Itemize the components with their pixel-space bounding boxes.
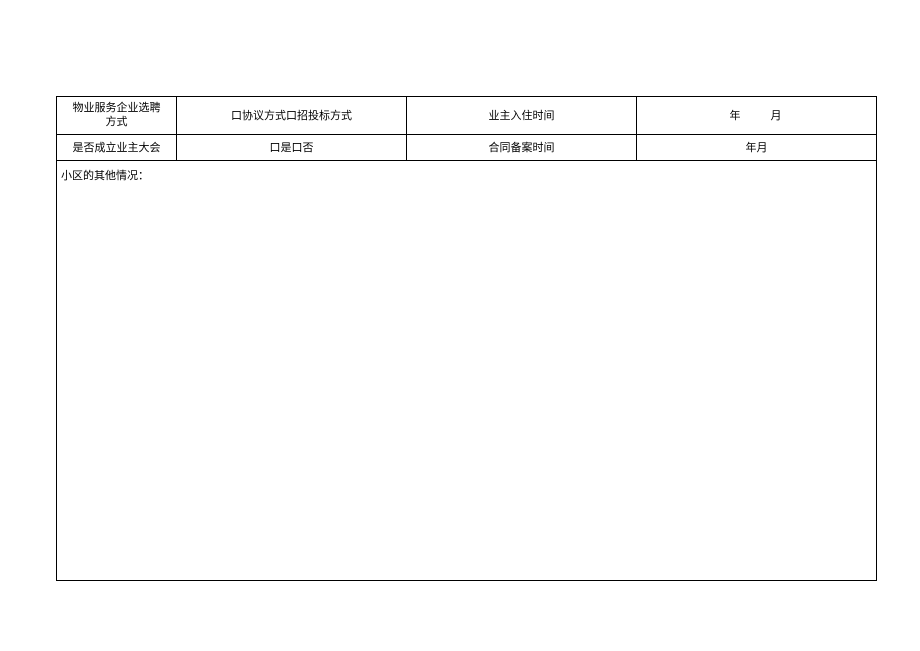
other-info-label: 小区的其他情况： — [61, 170, 149, 182]
owners-meeting-value: 口是口否 — [270, 142, 314, 154]
label-line: 物业服务企业选聘 — [59, 101, 174, 115]
owner-movein-label-cell: 业主入住时间 — [407, 97, 637, 135]
owners-meeting-label-cell: 是否成立业主大会 — [57, 134, 177, 160]
year-char: 年 — [730, 110, 743, 122]
selection-method-label: 物业服务企业选聘 方式 — [59, 101, 174, 130]
table-row: 小区的其他情况： — [57, 160, 877, 580]
selection-method-label-cell: 物业服务企业选聘 方式 — [57, 97, 177, 135]
owners-meeting-value-cell: 口是口否 — [177, 134, 407, 160]
owner-movein-label: 业主入住时间 — [489, 110, 555, 122]
month-char: 月 — [771, 110, 784, 122]
contract-filing-label-cell: 合同备案时间 — [407, 134, 637, 160]
form-table-container: 物业服务企业选聘 方式 口协议方式口招投标方式 业主入住时间 年月 是否成立业主… — [56, 96, 876, 581]
table-row: 物业服务企业选聘 方式 口协议方式口招投标方式 业主入住时间 年月 — [57, 97, 877, 135]
contract-filing-value-cell: 年月 — [637, 134, 877, 160]
contract-filing-label: 合同备案时间 — [489, 142, 555, 154]
other-info-cell: 小区的其他情况： — [57, 160, 877, 580]
selection-method-value: 口协议方式口招投标方式 — [231, 110, 352, 122]
property-form-table: 物业服务企业选聘 方式 口协议方式口招投标方式 业主入住时间 年月 是否成立业主… — [56, 96, 877, 581]
table-row: 是否成立业主大会 口是口否 合同备案时间 年月 — [57, 134, 877, 160]
selection-method-value-cell: 口协议方式口招投标方式 — [177, 97, 407, 135]
label-line: 方式 — [59, 115, 174, 129]
owner-movein-value-cell: 年月 — [637, 97, 877, 135]
contract-filing-value: 年月 — [746, 142, 768, 154]
owners-meeting-label: 是否成立业主大会 — [73, 142, 161, 154]
owner-movein-value: 年月 — [730, 110, 784, 122]
